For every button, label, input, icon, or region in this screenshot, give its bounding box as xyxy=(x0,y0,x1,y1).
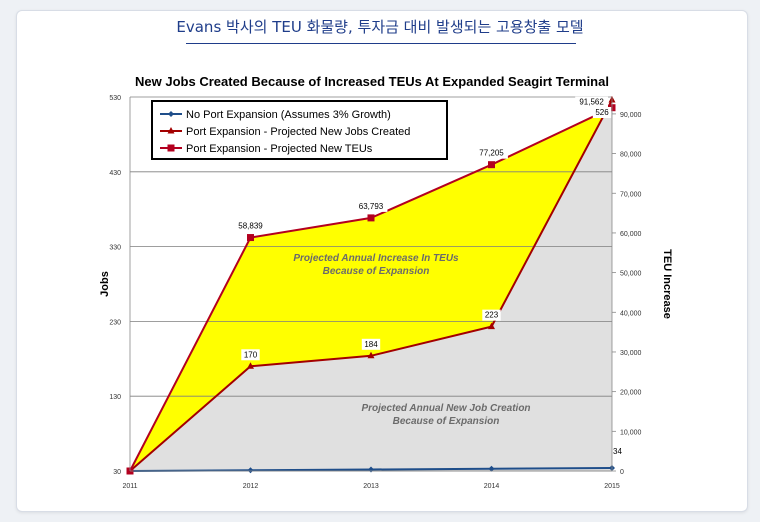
teu-data-label-bg xyxy=(234,220,267,232)
x-tick-label: 2012 xyxy=(243,483,259,490)
jobs-data-label: 526 xyxy=(595,108,609,117)
y2-tick-label: 80,000 xyxy=(620,152,642,159)
teu-point xyxy=(488,161,495,169)
y2-tick-label: 70,000 xyxy=(620,191,642,198)
y-axis-title: Jobs xyxy=(99,271,111,297)
jobs-data-label-bg xyxy=(592,106,612,118)
legend-entry: Port Expansion - Projected New Jobs Crea… xyxy=(186,126,410,138)
teu-data-label: 58,839 xyxy=(238,222,263,231)
y2-tick-label: 90,000 xyxy=(620,112,642,119)
jobs-point xyxy=(247,362,254,369)
legend-box xyxy=(151,100,448,160)
teu-area-annotation: Projected Annual Increase In TEUs xyxy=(293,253,459,264)
jobs-data-label-bg xyxy=(482,309,501,321)
x-tick-label: 2011 xyxy=(122,483,137,490)
jobs-point xyxy=(488,322,495,330)
title-underline xyxy=(186,43,576,44)
y-tick-label: 130 xyxy=(109,394,121,401)
teu-data-label: 91,562 xyxy=(579,98,604,107)
y-tick-label: 330 xyxy=(109,245,121,252)
teu-point xyxy=(247,234,254,242)
teu-data-label: 77,205 xyxy=(479,149,504,158)
page-title: Evans 박사의 TEU 화물량, 투자금 대비 발생되는 고용창출 모델 xyxy=(176,18,584,36)
legend-marker-square xyxy=(167,144,175,152)
teu-data-label-bg xyxy=(354,200,388,212)
y-tick-label: 430 xyxy=(109,170,121,177)
jobs-data-label: 223 xyxy=(485,311,499,320)
x-tick-label: 2015 xyxy=(604,483,620,490)
teu-data-label-bg xyxy=(575,96,608,108)
y-tick-label: 230 xyxy=(109,319,121,326)
y2-tick-label: 20,000 xyxy=(620,390,642,397)
x-tick-label: 2013 xyxy=(363,483,379,490)
jobs-data-label: 184 xyxy=(364,340,378,349)
teu-data-label-bg xyxy=(475,147,508,159)
baseline-data-label: 34 xyxy=(613,447,622,456)
y-tick-label: 530 xyxy=(109,95,121,102)
jobs-area-annotation: Because of Expansion xyxy=(393,416,500,427)
y-tick-label: 30 xyxy=(113,469,121,476)
baseline-point xyxy=(247,467,254,474)
legend-marker-diamond xyxy=(168,111,174,117)
jobs-data-label-bg xyxy=(361,338,381,350)
x-tick-label: 2014 xyxy=(484,483,500,490)
job-creation-area xyxy=(130,99,612,471)
y2-tick-label: 30,000 xyxy=(620,350,642,357)
teu-point xyxy=(367,214,375,222)
y2-tick-label: 40,000 xyxy=(620,310,642,317)
y2-tick-label: 60,000 xyxy=(620,231,642,238)
legend-marker-triangle xyxy=(167,127,175,134)
y2-tick-label: 0 xyxy=(620,469,624,476)
legend-entry: Port Expansion - Projected New TEUs xyxy=(186,143,373,155)
teu-increase-area xyxy=(130,99,612,471)
y2-tick-label: 10,000 xyxy=(620,429,642,436)
jobs-area-annotation: Projected Annual New Job Creation xyxy=(361,403,530,414)
y2-tick-label: 50,000 xyxy=(620,271,642,278)
jobs-data-label-bg xyxy=(241,349,260,361)
y2-axis-title: TEU Increase xyxy=(661,249,673,319)
teu-data-label: 63,793 xyxy=(359,202,384,211)
jobs-point xyxy=(367,351,375,359)
chart-title: New Jobs Created Because of Increased TE… xyxy=(135,74,609,89)
legend-entry: No Port Expansion (Assumes 3% Growth) xyxy=(186,109,391,121)
baseline-point xyxy=(488,465,495,472)
teu-area-annotation: Because of Expansion xyxy=(323,266,430,277)
jobs-data-label: 170 xyxy=(244,350,258,359)
